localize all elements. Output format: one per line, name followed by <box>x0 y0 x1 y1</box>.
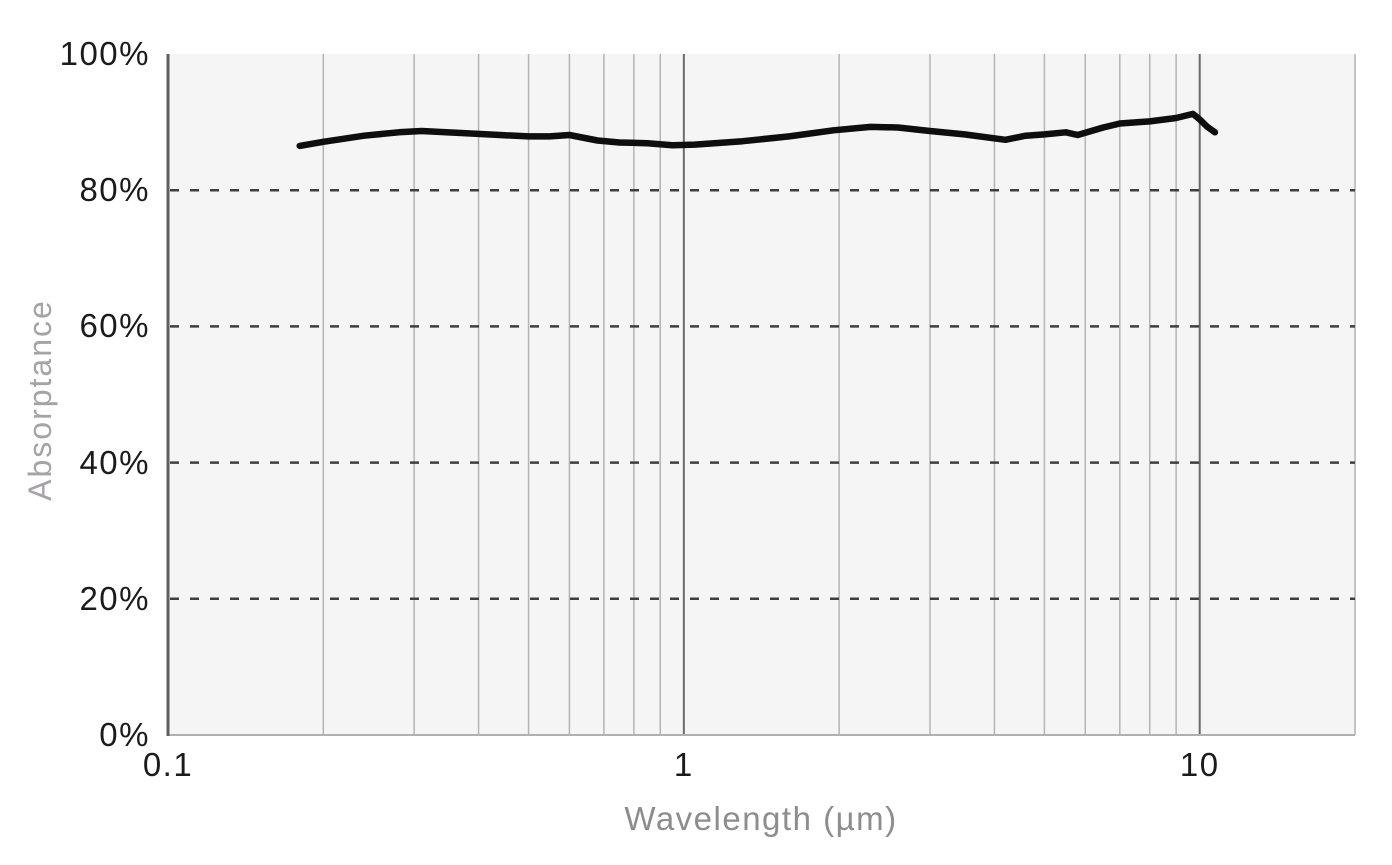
x-tick-label-1: 1 <box>673 746 694 783</box>
y-tick-label-0: 0% <box>99 716 150 753</box>
y-tick-label-20: 20% <box>79 579 150 617</box>
y-tick-label-100: 100% <box>59 35 150 72</box>
y-tick-label-80: 80% <box>79 171 150 209</box>
plot-background <box>168 54 1355 735</box>
y-axis-title: Absorptance <box>22 299 58 501</box>
x-tick-label-10: 10 <box>1179 746 1220 783</box>
y-tick-label-60: 60% <box>79 307 150 345</box>
x-tick-label-0p1: 0.1 <box>142 746 194 783</box>
x-axis-title: Wavelength (µm) <box>624 800 898 837</box>
y-tick-label-40: 40% <box>79 443 150 481</box>
absorptance-curve <box>296 110 1219 150</box>
